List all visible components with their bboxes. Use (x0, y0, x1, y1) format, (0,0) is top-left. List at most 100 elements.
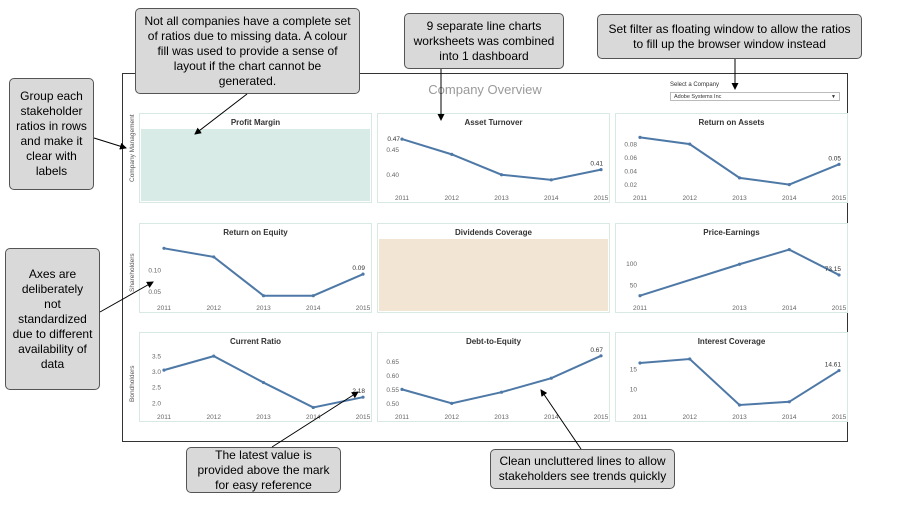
data-point[interactable] (450, 152, 454, 156)
data-point[interactable] (787, 400, 791, 404)
data-point[interactable] (361, 395, 365, 399)
y-tick-label: 0.40 (386, 172, 399, 179)
x-tick-label: 2015 (356, 414, 371, 421)
company-filter-dropdown[interactable]: Adobe Systems Inc ▼ (670, 92, 840, 101)
latest-value-label: 0.41 (590, 161, 603, 168)
x-tick-label: 2015 (832, 414, 847, 421)
data-point[interactable] (787, 183, 791, 187)
data-point[interactable] (837, 162, 841, 166)
x-tick-label: 2014 (306, 414, 321, 421)
data-point[interactable] (261, 294, 266, 298)
x-tick-label: 2013 (732, 195, 747, 202)
chart-panel-profit-margin: Profit Margin (139, 113, 372, 203)
data-point[interactable] (549, 178, 553, 182)
x-tick-label: 2012 (445, 414, 460, 421)
data-point[interactable] (737, 176, 742, 180)
data-point[interactable] (212, 354, 216, 358)
data-point[interactable] (499, 390, 504, 394)
line-chart: 0.45 0.40 2011 2012 2013 2014 2015 0.41 0.47 (386, 136, 608, 202)
y-tick-label: 15 (630, 367, 638, 374)
y-tick-label: 0.04 (624, 169, 637, 176)
x-tick-label: 2012 (445, 195, 460, 202)
y-tick-label: 2.5 (152, 385, 161, 392)
y-tick-label: 0.65 (386, 359, 399, 366)
y-tick-label: 100 (626, 261, 637, 268)
callout-clean-lines: Clean uncluttered lines to allow stakeho… (490, 449, 675, 489)
data-point[interactable] (212, 255, 216, 259)
y-tick-label: 3.5 (152, 354, 161, 361)
chart-title: Interest Coverage (697, 337, 766, 346)
data-point[interactable] (499, 173, 504, 177)
data-point[interactable] (599, 168, 603, 172)
company-filter-label: Select a Company (670, 82, 720, 88)
data-point[interactable] (549, 376, 553, 380)
data-point[interactable] (787, 248, 791, 252)
y-tick-label: 0.06 (624, 155, 637, 162)
data-point[interactable] (361, 272, 365, 276)
arrow-missing-data (194, 93, 248, 135)
x-tick-label: 2014 (544, 414, 559, 421)
data-point[interactable] (311, 405, 315, 410)
line-chart: 3.5 3.0 2.5 2.0 2011 2012 2013 2014 2015 2.18 (152, 354, 371, 421)
y-tick-label: 0.10 (148, 267, 161, 274)
data-point[interactable] (638, 135, 642, 139)
dashboard-title: Company Overview (428, 82, 542, 97)
data-point[interactable] (162, 368, 166, 372)
x-tick-label: 2015 (594, 414, 609, 421)
chart-panel-return-on-assets: Return on Assets 0.08 0.06 0.04 0.02 2011 2012… (615, 113, 848, 203)
data-point[interactable] (688, 142, 692, 146)
data-point[interactable] (162, 246, 166, 250)
callout-latest-value: The latest value is provided above the m… (186, 447, 341, 493)
callout-group-rows: Group each stakeholder ratios in rows an… (9, 78, 94, 190)
latest-value-label: 14.61 (825, 362, 842, 369)
x-tick-label: 2014 (782, 305, 797, 312)
x-tick-label: 2013 (256, 414, 271, 421)
x-tick-label: 2011 (633, 414, 647, 421)
data-point[interactable] (450, 401, 454, 405)
data-point[interactable] (837, 368, 841, 373)
chevron-down-icon[interactable]: ▼ (831, 94, 836, 100)
x-tick-label: 2014 (544, 195, 559, 202)
x-tick-label: 2011 (395, 414, 409, 421)
data-point[interactable] (737, 262, 742, 266)
y-tick-label: 0.50 (386, 401, 399, 408)
x-tick-label: 2014 (306, 305, 321, 312)
chart-title: Debt-to-Equity (465, 337, 522, 346)
x-tick-label: 2015 (356, 305, 371, 312)
series-line (639, 248, 840, 297)
x-tick-label: 2014 (782, 414, 797, 421)
x-tick-label: 2013 (494, 195, 509, 202)
chart-panel-dividends-coverage: Dividends Coverage (377, 223, 610, 313)
x-tick-label: 2015 (832, 195, 847, 202)
company-filter-value: Adobe Systems Inc (674, 94, 722, 100)
y-tick-label: 0.60 (386, 373, 399, 380)
data-point[interactable] (638, 294, 642, 298)
arrow-group-rows (93, 137, 127, 150)
missing-data-fill (141, 129, 370, 201)
data-point[interactable] (737, 403, 742, 407)
line-chart: 0.08 0.06 0.04 0.02 2011 2012 2013 2014 2015 0.05 (624, 135, 847, 202)
data-point[interactable] (261, 380, 266, 385)
chart-panel-price-earnings: Price-Earnings 100 50 2011 2013 2014 2015 73.15 (615, 223, 848, 313)
x-tick-label: 2014 (782, 195, 797, 202)
data-point[interactable] (688, 357, 692, 361)
data-point[interactable] (311, 294, 315, 298)
latest-value-label: 2.18 (352, 388, 365, 395)
x-tick-label: 2011 (157, 414, 171, 421)
callout-missing-data: Not all companies have a complete set of… (135, 8, 360, 94)
chart-panel-debt-to-equity: Debt-to-Equity 0.65 0.60 0.55 0.50 2011 2012 20… (377, 332, 610, 422)
x-tick-label: 2013 (494, 414, 509, 421)
y-tick-label: 3.0 (152, 369, 161, 376)
data-point[interactable] (837, 273, 841, 277)
data-point[interactable] (400, 137, 404, 141)
line-chart: 0.10 0.05 2011 2012 2013 2014 2015 0.09 (148, 246, 371, 312)
latest-value-label: 0.09 (352, 265, 365, 272)
chart-title: Price-Earnings (703, 228, 760, 237)
data-point[interactable] (400, 387, 404, 391)
data-point[interactable] (638, 361, 642, 365)
chart-title: Current Ratio (229, 337, 282, 346)
x-tick-label: 2012 (207, 414, 222, 421)
arrow-latest-value (271, 391, 359, 448)
latest-value-label: 0.67 (590, 347, 603, 354)
data-point[interactable] (599, 354, 603, 358)
